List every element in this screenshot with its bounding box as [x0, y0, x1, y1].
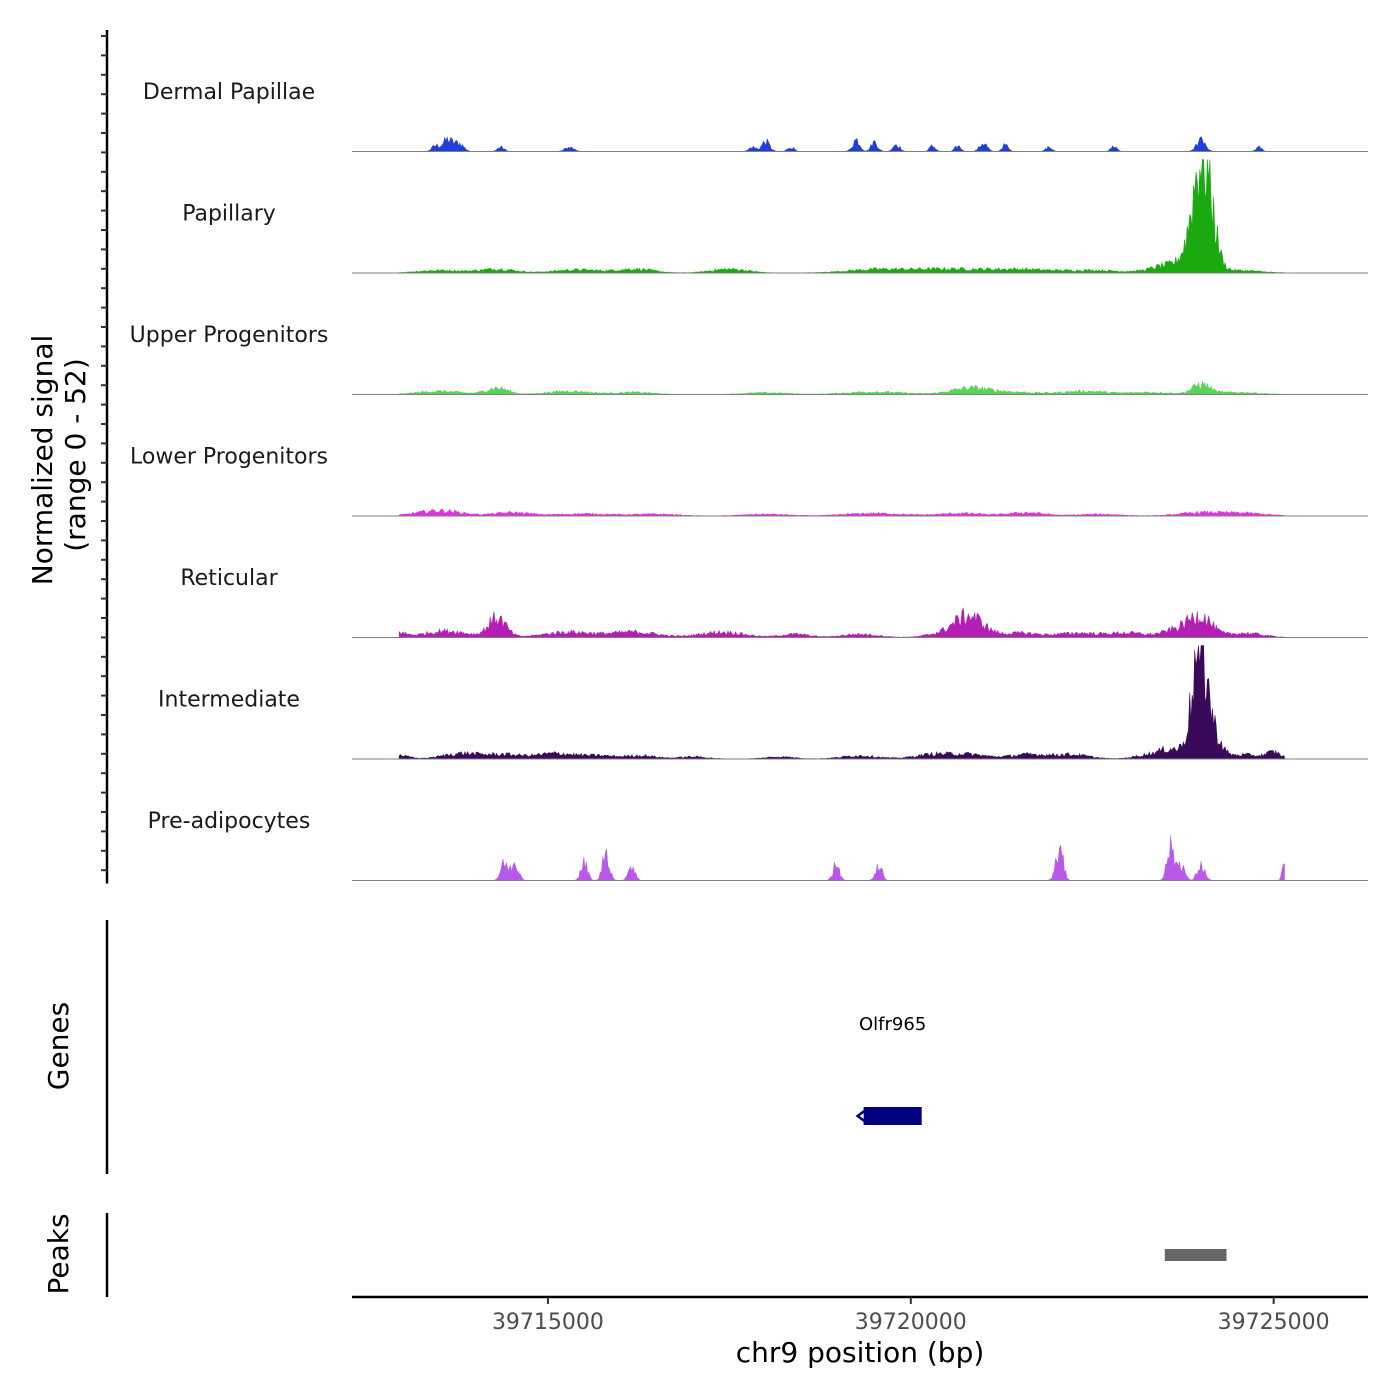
genes-panel: Olfr965	[105, 920, 926, 1174]
genes-label: Genes	[42, 1002, 75, 1090]
track-label: Intermediate	[158, 688, 300, 713]
gene-label: Olfr965	[859, 1014, 926, 1035]
signal-ylabel-range: (range 0 - 52)	[59, 358, 92, 552]
x-axis: 39715000 39720000 39725000	[352, 1295, 1368, 1335]
track-signal-area	[398, 508, 1285, 517]
track-3: Upper Progenitors	[130, 323, 1368, 395]
x-axis-title: chr9 position (bp)	[736, 1336, 985, 1369]
track-label: Dermal Papillae	[143, 80, 315, 105]
x-tick-label: 39715000	[492, 1310, 604, 1335]
track-label: Papillary	[182, 202, 276, 227]
track-1: Dermal Papillae	[143, 80, 1368, 152]
track-label: Reticular	[180, 566, 278, 591]
track-signal-area	[398, 381, 1285, 395]
track-2: Papillary	[182, 159, 1368, 274]
x-tick-label: 39720000	[855, 1310, 967, 1335]
track-label: Pre-adipocytes	[148, 809, 311, 834]
x-tick-label: 39725000	[1218, 1310, 1330, 1335]
gene-body	[863, 1107, 922, 1125]
track-signal-area	[398, 607, 1285, 638]
track-label: Upper Progenitors	[130, 323, 329, 348]
track-4: Lower Progenitors	[130, 445, 1368, 517]
signal-y-axis	[101, 30, 109, 884]
peaks-label: Peaks	[42, 1213, 75, 1294]
track-signal-area	[399, 136, 1285, 152]
track-signal-area	[398, 159, 1285, 274]
track-label: Lower Progenitors	[130, 445, 328, 470]
track-5: Reticular	[180, 566, 1368, 638]
track-signal-area	[399, 835, 1285, 881]
signal-ylabel: Normalized signal	[26, 335, 59, 586]
peaks-panel	[105, 1213, 1227, 1297]
peak-region	[1164, 1249, 1227, 1261]
track-7: Pre-adipocytes	[148, 809, 1368, 881]
coverage-tracks: Dermal Papillae Papillary Upper Progenitor…	[130, 80, 1368, 881]
track-6: Intermediate	[158, 645, 1368, 760]
track-signal-area	[398, 645, 1285, 760]
gene-strand-arrow	[855, 1109, 867, 1123]
